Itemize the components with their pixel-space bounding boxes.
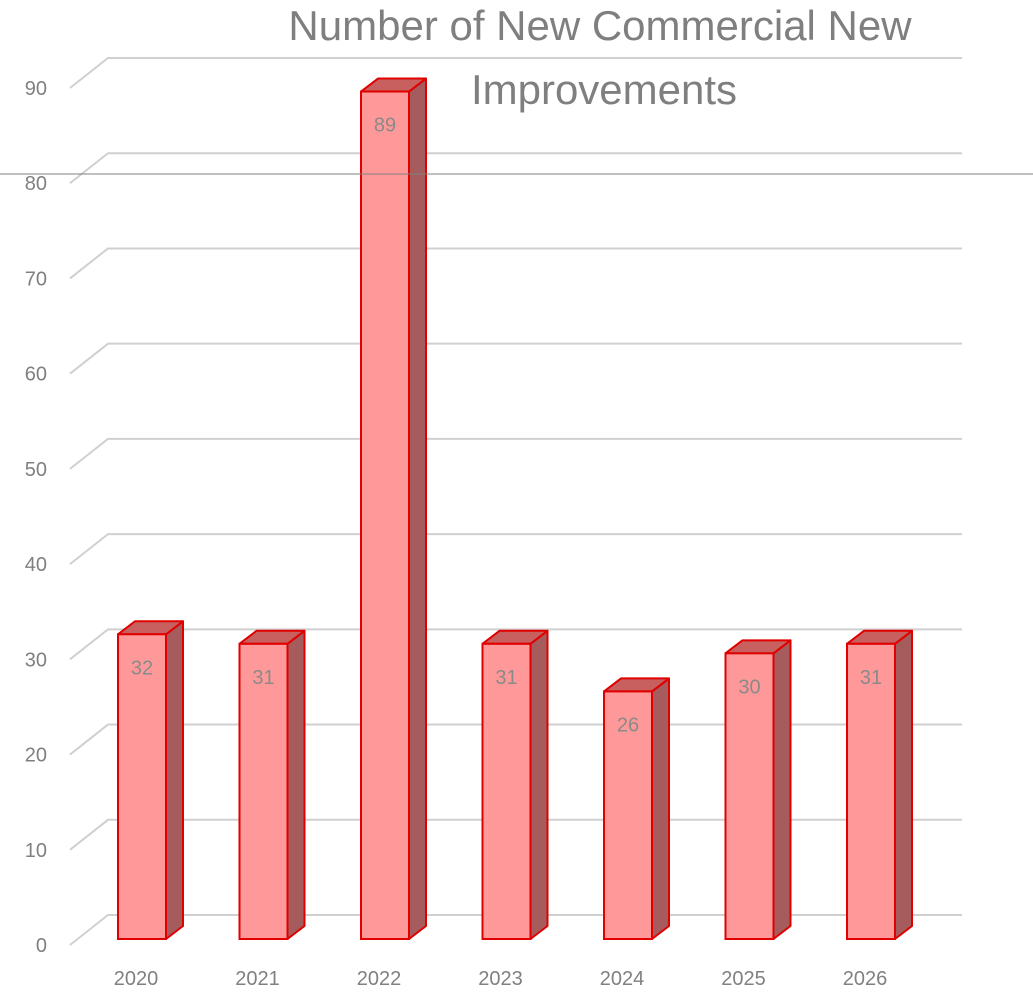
x-axis-ticks: 2020 2021 2022 2023 2024 2025 2026 bbox=[114, 968, 888, 990]
bar-side bbox=[408, 77, 427, 940]
data-label: 30 bbox=[738, 676, 760, 698]
bar-front bbox=[360, 90, 410, 941]
x-tick-label: 2020 bbox=[114, 968, 159, 990]
gridline bbox=[69, 437, 962, 470]
bar bbox=[481, 629, 549, 940]
bar-side bbox=[772, 639, 792, 940]
gridline bbox=[69, 723, 962, 756]
data-label: 89 bbox=[374, 115, 396, 137]
gridline bbox=[69, 533, 962, 565]
data-label: 26 bbox=[617, 714, 639, 736]
bar bbox=[238, 629, 306, 940]
chart-title-line-2: Improvements bbox=[471, 66, 737, 113]
bar bbox=[360, 77, 427, 941]
bar-front bbox=[846, 642, 896, 940]
y-tick-label: 80 bbox=[25, 173, 47, 195]
x-tick-label: 2024 bbox=[600, 968, 645, 990]
bar bbox=[603, 677, 670, 941]
y-tick-label: 10 bbox=[25, 840, 47, 862]
x-tick-label: 2022 bbox=[357, 968, 402, 990]
y-axis-ticks: 0 10 20 30 40 50 60 70 80 90 bbox=[25, 78, 47, 957]
bar-side bbox=[165, 620, 184, 940]
y-tick-label: 40 bbox=[25, 554, 47, 576]
chart-title-line-1: Number of New Commercial New bbox=[288, 2, 912, 49]
bar-front bbox=[724, 652, 775, 940]
y-tick-label: 30 bbox=[25, 649, 47, 671]
y-tick-label: 50 bbox=[25, 459, 47, 481]
data-labels: 32 31 89 31 26 30 31 bbox=[131, 115, 882, 737]
bar bbox=[117, 620, 184, 940]
data-label: 31 bbox=[860, 667, 882, 689]
gridline bbox=[69, 914, 962, 946]
y-tick-label: 20 bbox=[25, 745, 47, 767]
bar-front bbox=[117, 633, 167, 940]
data-label: 32 bbox=[131, 657, 153, 679]
bars bbox=[117, 77, 913, 941]
data-label: 31 bbox=[495, 667, 517, 689]
bar-side bbox=[894, 629, 913, 940]
gridline bbox=[69, 342, 962, 375]
data-label: 31 bbox=[252, 667, 274, 689]
gridline bbox=[69, 57, 962, 89]
bar-front bbox=[481, 642, 532, 940]
bar-side bbox=[286, 629, 306, 940]
y-tick-label: 0 bbox=[36, 935, 47, 957]
gridline bbox=[69, 818, 962, 851]
gridline bbox=[69, 628, 962, 661]
gridlines bbox=[69, 57, 962, 946]
x-tick-label: 2026 bbox=[843, 968, 888, 990]
gridline bbox=[69, 247, 962, 280]
y-tick-label: 60 bbox=[25, 364, 47, 386]
gridline bbox=[69, 152, 962, 185]
bar-front bbox=[238, 642, 289, 940]
bar-side bbox=[651, 677, 670, 940]
x-tick-label: 2021 bbox=[235, 968, 280, 990]
bar bbox=[846, 629, 913, 940]
bar-front bbox=[603, 690, 653, 941]
bar-side bbox=[529, 629, 549, 940]
x-tick-label: 2023 bbox=[478, 968, 523, 990]
bar bbox=[724, 639, 792, 940]
y-tick-label: 90 bbox=[25, 78, 47, 100]
x-tick-label: 2025 bbox=[721, 968, 766, 990]
y-tick-label: 70 bbox=[25, 268, 47, 290]
